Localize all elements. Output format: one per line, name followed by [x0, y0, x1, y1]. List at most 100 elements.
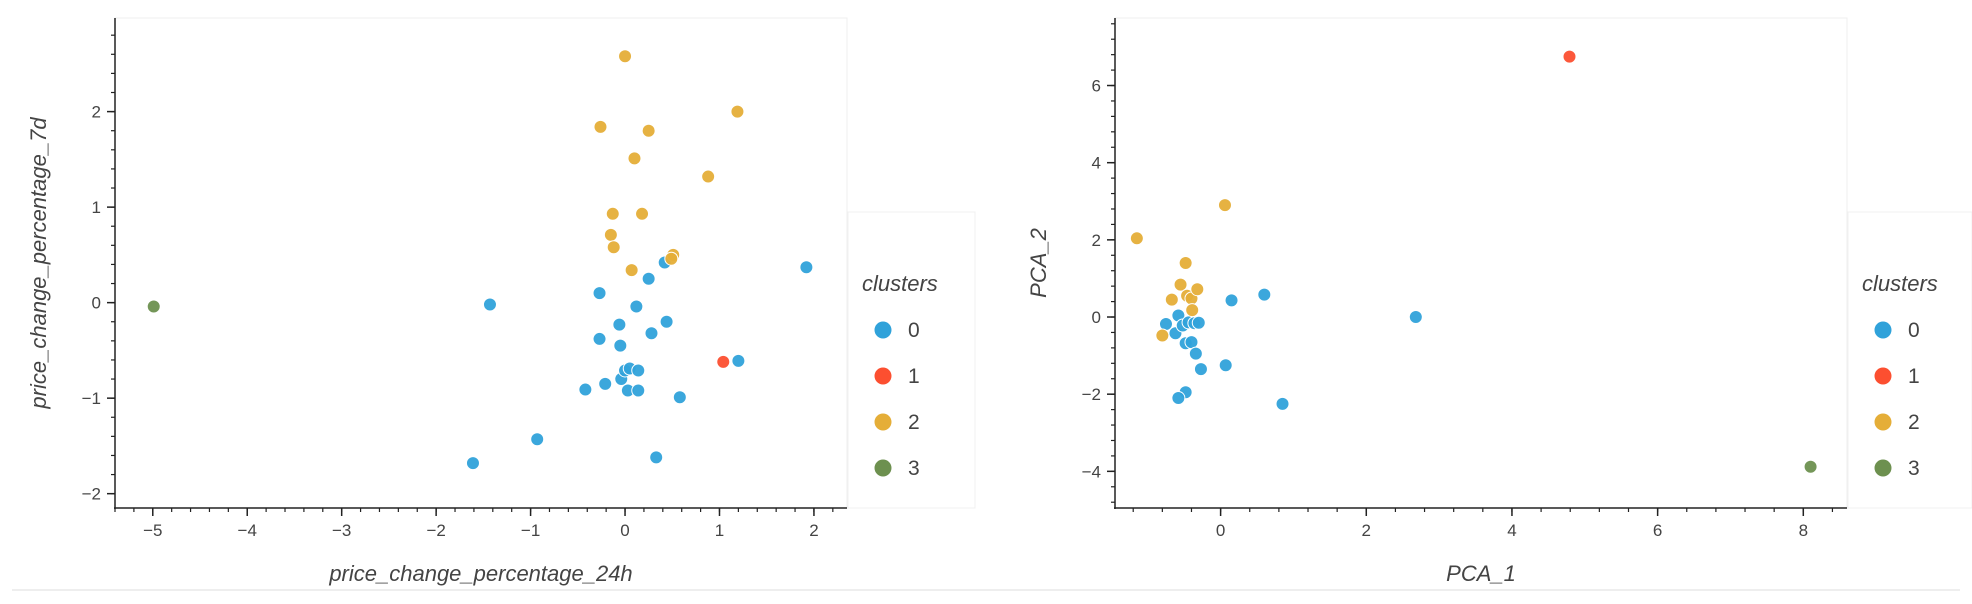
data-point-cluster-3	[1803, 459, 1818, 474]
legend-title: clusters	[862, 271, 938, 296]
y-tick-label: −1	[82, 389, 101, 408]
legend-marker-2	[1874, 413, 1892, 431]
data-point-cluster-2	[1185, 303, 1200, 318]
data-point-cluster-0	[659, 314, 674, 329]
data-point-cluster-2	[606, 240, 621, 255]
data-point-cluster-2	[593, 119, 608, 134]
data-point-cluster-0	[731, 353, 746, 368]
data-point-cluster-0	[1171, 391, 1186, 406]
y-tick-label: 0	[1092, 308, 1101, 327]
x-tick-label: 4	[1507, 521, 1516, 540]
data-point-cluster-3	[146, 299, 161, 314]
x-tick-label: 2	[1362, 521, 1371, 540]
x-tick-label: 6	[1653, 521, 1662, 540]
data-point-cluster-0	[641, 271, 656, 286]
x-tick-label: 0	[620, 521, 629, 540]
legend-label-1: 1	[1908, 365, 1920, 388]
plot-frame	[114, 17, 848, 509]
x-tick-label: −3	[332, 521, 351, 540]
legend: clusters 0 1 2 3	[847, 211, 976, 509]
y-tick-label: 4	[1092, 154, 1101, 173]
data-point-cluster-0	[629, 299, 644, 314]
data-point-cluster-0	[1224, 293, 1239, 308]
data-point-cluster-1	[716, 354, 731, 369]
data-point-cluster-0	[482, 297, 497, 312]
data-point-cluster-0	[530, 432, 545, 447]
data-point-cluster-0	[1275, 396, 1290, 411]
legend-box	[847, 211, 976, 509]
chart-1: −5 −4 −3 −2 −1 0 1 2 −2 −1 0 1 2 price_change_percent…	[26, 17, 976, 586]
y-tick-label: −2	[82, 485, 101, 504]
data-point-cluster-2	[627, 151, 642, 166]
data-point-cluster-0	[592, 286, 607, 301]
x-tick-label: 0	[1216, 521, 1225, 540]
data-point-cluster-2	[605, 206, 620, 221]
data-point-cluster-0	[644, 326, 659, 341]
data-point-cluster-2	[1190, 282, 1205, 297]
legend-box	[1847, 211, 1972, 509]
legend-marker-3	[874, 459, 892, 477]
data-point-cluster-2	[624, 263, 639, 278]
x-tick-label: −2	[426, 521, 445, 540]
data-point-cluster-2	[1178, 256, 1193, 270]
plot-frame	[1114, 17, 1848, 509]
legend-title: clusters	[1862, 271, 1938, 296]
x-tick-label: −4	[238, 521, 257, 540]
legend: clusters 0 1 2 3	[1847, 211, 1972, 509]
y-axis-label: price_change_percentage_7d	[26, 117, 51, 410]
legend-marker-1	[874, 367, 892, 385]
data-point-cluster-1	[1562, 49, 1577, 64]
legend-marker-3	[1874, 459, 1892, 477]
data-point-cluster-2	[730, 104, 745, 119]
legend-label-1: 1	[908, 365, 920, 388]
data-point-cluster-0	[631, 383, 646, 398]
data-point-cluster-2	[635, 206, 650, 221]
data-point-cluster-0	[613, 338, 628, 353]
data-point-cluster-0	[649, 450, 664, 465]
data-point-cluster-2	[664, 251, 679, 266]
data-point-cluster-0	[465, 456, 480, 471]
data-point-cluster-2	[1173, 277, 1188, 292]
data-point-cluster-0	[631, 363, 646, 378]
data-point-cluster-2	[1217, 198, 1232, 213]
y-tick-label: −4	[1082, 462, 1101, 481]
legend-marker-0	[874, 321, 892, 339]
y-tick-label: −2	[1082, 385, 1101, 404]
y-tick-label: 0	[92, 294, 101, 313]
legend-marker-0	[1874, 321, 1892, 339]
data-point-cluster-0	[598, 376, 613, 391]
y-tick-label: 2	[92, 103, 101, 122]
x-axis-label: price_change_percentage_24h	[328, 561, 632, 586]
legend-label-2: 2	[1908, 411, 1920, 434]
y-axis-label: PCA_2	[1026, 228, 1051, 298]
data-point-cluster-2	[1155, 328, 1170, 343]
data-point-cluster-0	[1257, 287, 1272, 302]
x-tick-label: 1	[715, 521, 724, 540]
data-point-cluster-0	[578, 382, 593, 397]
legend-marker-1	[1874, 367, 1892, 385]
y-tick-label: 2	[1092, 231, 1101, 250]
data-point-cluster-0	[1184, 335, 1199, 350]
data-point-cluster-0	[799, 260, 814, 275]
data-point-cluster-2	[701, 169, 716, 184]
x-tick-label: −1	[521, 521, 540, 540]
data-point-cluster-0	[612, 317, 627, 332]
data-point-cluster-0	[1193, 362, 1208, 377]
y-tick-label: 1	[92, 198, 101, 217]
data-point-cluster-0	[1188, 346, 1203, 361]
y-tick-label: 6	[1092, 77, 1101, 96]
data-point-cluster-0	[672, 390, 687, 405]
data-point-cluster-2	[1129, 231, 1144, 246]
legend-marker-2	[874, 413, 892, 431]
legend-label-3: 3	[1908, 457, 1920, 480]
x-tick-label: −5	[143, 521, 162, 540]
data-point-cluster-0	[1408, 310, 1423, 325]
data-point-cluster-2	[603, 227, 618, 242]
data-point-cluster-2	[1164, 292, 1179, 307]
legend-label-0: 0	[908, 319, 920, 342]
data-point-cluster-0	[1218, 358, 1233, 373]
data-point-cluster-2	[618, 49, 633, 64]
chart-2: 0 2 4 6 8 −4 −2 0 2 4 6 PCA_1 PCA_2 clusters 0 1 2 3	[1026, 17, 1972, 586]
legend-label-3: 3	[908, 457, 920, 480]
